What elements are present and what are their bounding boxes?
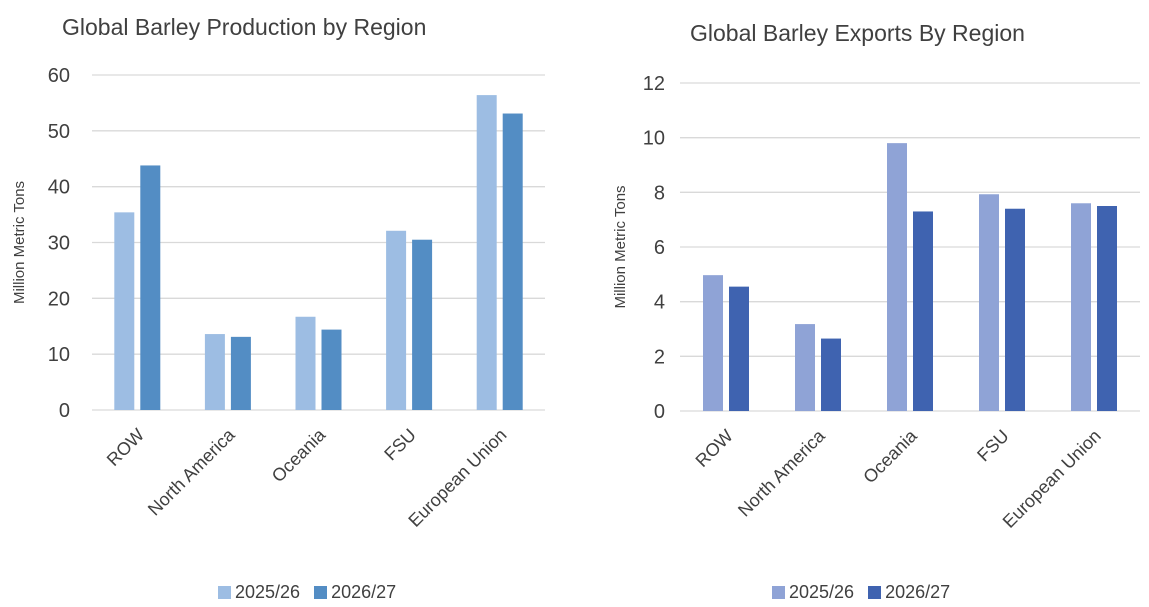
y-tick-label: 30	[48, 233, 70, 255]
legend-swatch	[218, 586, 231, 599]
bar	[1071, 203, 1091, 411]
y-tick-label: 40	[48, 177, 70, 199]
y-axis-label: Million Metric Tons	[11, 181, 28, 304]
y-tick-label: 12	[643, 73, 665, 95]
x-tick-label: ROW	[692, 426, 737, 471]
bar	[1097, 206, 1117, 411]
x-tick-label: Oceania	[859, 425, 921, 487]
bar	[412, 239, 433, 410]
y-axis-label: Million Metric Tons	[612, 185, 629, 308]
bar	[321, 329, 342, 410]
legend: 2025/26 2026/27	[772, 582, 950, 603]
chart-title: Global Barley Production by Region	[62, 14, 427, 40]
bar	[729, 286, 749, 411]
x-tick-label: Oceania	[268, 424, 330, 486]
y-tick-label: 4	[654, 292, 665, 314]
x-tick-label: North America	[734, 425, 829, 520]
x-tick-label: North America	[144, 424, 239, 519]
bar	[140, 165, 161, 410]
y-tick-label: 2	[654, 346, 665, 368]
y-tick-label: 60	[48, 65, 70, 87]
y-tick-label: 6	[654, 237, 665, 259]
legend-label: 2026/27	[331, 582, 397, 602]
y-tick-label: 10	[48, 344, 70, 366]
y-tick-label: 8	[654, 182, 665, 204]
legend-item: 2025/26	[218, 582, 300, 603]
legend-label: 2025/26	[789, 582, 855, 602]
bar	[979, 194, 999, 411]
bar	[230, 336, 251, 410]
legend-swatch	[314, 586, 328, 599]
bar	[795, 324, 815, 411]
bar	[204, 334, 225, 410]
legend-swatch	[772, 586, 785, 599]
bar	[703, 275, 723, 411]
y-tick-label: 0	[59, 400, 70, 422]
x-tick-label: European Union	[999, 426, 1105, 532]
x-tick-label: ROW	[103, 425, 148, 470]
legend-label: 2026/27	[885, 582, 951, 602]
legend-swatch	[868, 586, 882, 599]
bar	[295, 316, 316, 410]
legend-item: 2026/27	[868, 582, 950, 603]
bar	[476, 95, 497, 410]
production-plot: 0 10 20 30 40 50 60 Million Metric Tons ROWNorth…	[11, 65, 545, 531]
legend-label: 2025/26	[235, 582, 301, 602]
bar	[502, 113, 523, 411]
y-tick-label: 10	[643, 128, 665, 150]
bar	[821, 338, 841, 411]
bar	[887, 143, 907, 411]
legend-item: 2026/27	[314, 582, 396, 603]
x-tick-label: FSU	[973, 426, 1013, 466]
y-tick-label: 50	[48, 121, 70, 143]
bar	[114, 212, 135, 410]
y-tick-label: 20	[48, 288, 70, 310]
exports-chart: Global Barley Exports By Region 0 2 4 6 8 10 1…	[600, 0, 1149, 607]
bar	[386, 230, 407, 410]
y-tick-label: 0	[654, 401, 665, 423]
bar	[1005, 208, 1025, 411]
chart-title: Global Barley Exports By Region	[690, 20, 1025, 46]
legend: 2025/26 2026/27	[218, 582, 396, 603]
production-chart: Global Barley Production by Region 0 10 20…	[0, 0, 560, 607]
x-tick-label: FSU	[380, 425, 420, 465]
x-tick-label: European Union	[404, 425, 510, 531]
legend-item: 2025/26	[772, 582, 854, 603]
bar	[913, 211, 933, 411]
